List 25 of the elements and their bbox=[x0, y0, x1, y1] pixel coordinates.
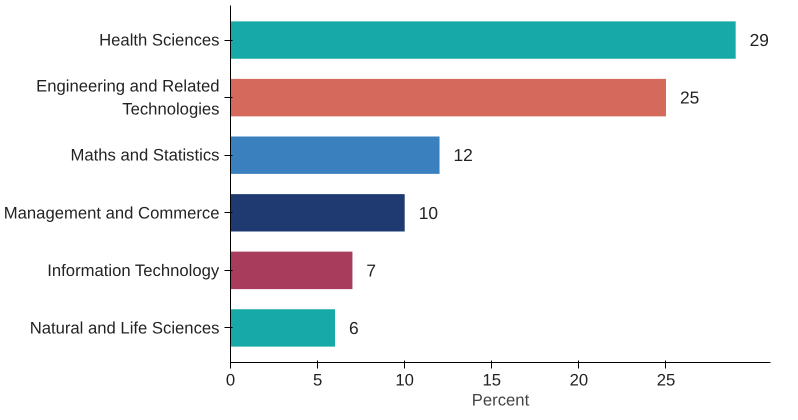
y-tick-label: Engineering and Related Technologies bbox=[36, 76, 220, 119]
bar bbox=[230, 78, 666, 116]
bar bbox=[230, 309, 336, 347]
data-label: 12 bbox=[454, 145, 473, 166]
x-axis-title: Percent bbox=[472, 390, 530, 410]
data-label: 6 bbox=[349, 318, 359, 338]
x-tick-label: 25 bbox=[656, 370, 676, 390]
bar bbox=[230, 136, 440, 174]
bar bbox=[230, 194, 405, 232]
x-tick-label: 10 bbox=[395, 370, 414, 390]
y-tick-label: Maths and Statistics bbox=[70, 146, 220, 165]
bar bbox=[230, 21, 736, 59]
x-tick-label: 15 bbox=[482, 370, 502, 390]
y-tick-label: Natural and Life Sciences bbox=[30, 318, 220, 338]
data-label: 29 bbox=[750, 30, 769, 50]
data-label: 25 bbox=[680, 88, 700, 108]
y-tick-label: Health Sciences bbox=[99, 30, 220, 50]
y-tick-label: Information Technology bbox=[47, 260, 220, 280]
data-label: 10 bbox=[418, 202, 438, 223]
bar bbox=[230, 252, 352, 290]
x-tick-label: 5 bbox=[312, 370, 322, 390]
y-tick-label: Management and Commerce bbox=[4, 203, 220, 222]
x-tick-label: 0 bbox=[226, 370, 236, 390]
x-tick-label: 20 bbox=[570, 370, 588, 390]
data-label: 7 bbox=[366, 260, 376, 280]
